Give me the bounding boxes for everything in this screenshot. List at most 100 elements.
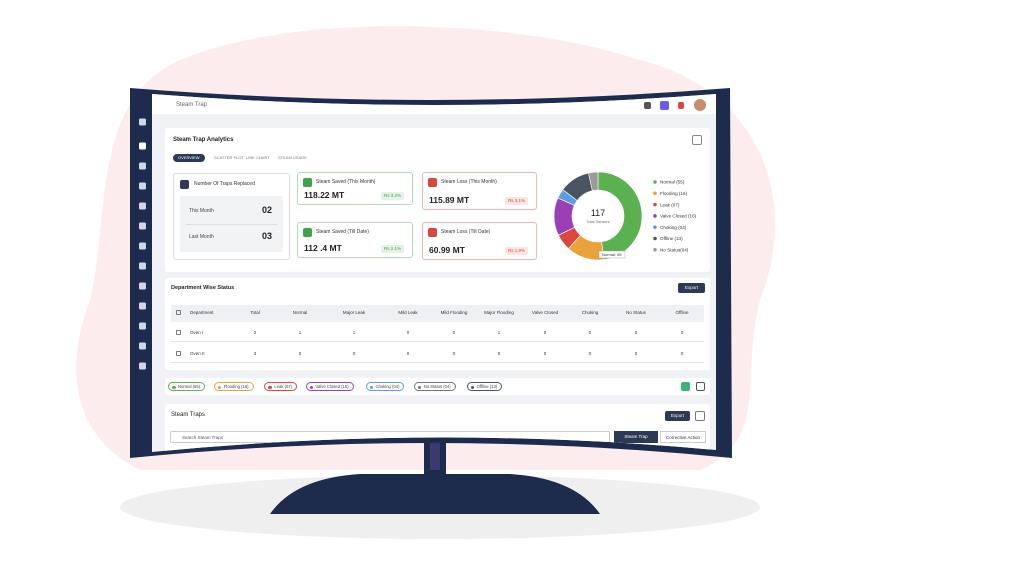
sidebar-icon[interactable] [139,242,146,250]
replaced-title: Number Of Traps Replaced [194,181,255,187]
legend-label: Choking (04) [660,225,687,230]
stat-value: 118.22 MT [304,190,345,200]
row-value: 03 [262,231,273,241]
stat-badge: Rs 3.2% [381,192,404,200]
column-header: Department [190,310,214,315]
sidebar-icon[interactable] [139,282,146,290]
filter-chip[interactable]: No Status (04) [414,382,456,391]
stat-card: Steam Loss (This Month) 115.89 MT Rs 3.1% [422,172,537,210]
legend-dot [653,180,657,184]
filter-chip[interactable]: Offline (13) [467,382,503,391]
sidebar-icon[interactable] [139,342,146,350]
table-cell: 0 [543,330,547,335]
legend-dot [653,237,657,241]
table-cell: 3 [253,351,257,356]
table-cell: 0 [406,330,410,335]
row-value: 02 [262,205,273,215]
alert-icon[interactable] [678,102,684,109]
filter-chip[interactable]: Valve Closed (16) [306,382,354,391]
history-button[interactable] [696,382,705,391]
tab[interactable]: Steam Usage [278,155,307,160]
chip-dot [268,386,272,390]
replaced-icon [180,180,189,189]
table-cell: 1 [352,330,356,335]
tooltip-box [599,251,625,258]
table-cell: 0 [352,351,356,356]
sidebar-icon[interactable] [139,322,146,330]
table-header [171,305,704,322]
legend-dot [653,225,657,229]
screen: Steam Trap Steam Trap Analytics Overview Sc… [152,90,716,455]
sidebar-icon[interactable] [139,362,146,370]
checkbox[interactable] [176,310,181,315]
refresh-button[interactable] [681,382,690,391]
filter-chip[interactable]: Flooding (16) [214,382,254,391]
stat-badge: Rs 3.1% [505,197,528,205]
export-button[interactable]: Export [665,411,690,421]
table-cell: 0 [298,351,302,356]
stat-icon [428,228,437,237]
table-cell: 0 [634,351,638,356]
tab[interactable]: Line Chart [246,155,270,160]
chip-dot [418,386,422,390]
table-cell: 0 [680,330,684,335]
table-cell: Oven I [190,330,204,335]
notification-icon[interactable] [644,102,651,109]
replaced-card: Number Of Traps Replaced This Month 02 Last… [173,173,290,260]
column-header: Total [250,310,260,315]
menu-button[interactable] [695,411,705,421]
table-cell: 1 [497,330,501,335]
chip-dot [471,386,475,390]
sidebar-icon[interactable] [139,202,146,210]
stat-badge: Rs 1.9% [505,247,528,255]
card-title: Department Wise Status [171,285,235,291]
legend-dot [653,214,657,218]
sidebar-icon[interactable] [139,142,146,150]
tab[interactable]: Scatter Plot [214,155,244,160]
legend-dot [653,248,657,252]
tab[interactable]: Overview [173,154,205,162]
filter-chip[interactable]: Choking (04) [366,382,405,391]
legend-label: Flooding (16) [660,191,688,196]
filter-chip[interactable]: Normal (55) [168,382,205,391]
checkbox[interactable] [176,330,181,335]
app-icon[interactable] [660,101,669,110]
stat-icon [303,178,312,187]
row-divider [171,362,704,363]
stand-base [270,474,600,514]
column-header: Normal [292,310,308,315]
sidebar-icon[interactable] [139,182,146,190]
stat-value: 60.99 MT [429,245,465,255]
table-cell: 0 [634,330,638,335]
table-cell: 0 [406,351,410,356]
logo[interactable] [139,118,146,126]
stat-card: Steam Saved (This Month) 118.22 MT Rs 3.2% [297,172,413,205]
checkbox[interactable] [176,351,181,356]
stat-card: Steam Saved (Till Date) 112 .4 MT Rs 2.1% [297,222,413,258]
donut-center-value: 117 [591,208,605,218]
top-bar-title: Steam Trap [176,102,208,108]
tab-steam-trap[interactable]: Steam Trap [614,431,658,443]
sidebar [139,118,146,370]
donut-center-label: Total Sensors [586,220,609,224]
table-cell: 0 [588,351,592,356]
menu-button[interactable] [692,135,702,145]
analytics-card: Steam Trap Analytics Overview Scatter Plot… [165,128,710,272]
card-title: Steam Traps [171,412,206,418]
tab-corrective-action[interactable]: Corrective Action [660,431,706,443]
column-header: Mild Flooding [440,310,468,315]
sidebar-icon[interactable] [139,162,146,170]
filter-chip[interactable]: Leak (07) [264,382,297,391]
chip-dot [218,386,222,390]
stat-title: Steam Loss (This Month) [441,179,497,185]
row-label: This Month [189,208,214,214]
sidebar-icon[interactable] [139,262,146,270]
table-cell: 1 [298,330,302,335]
donut-segment [588,172,598,191]
export-button[interactable]: Export [678,283,705,293]
sidebar-icon[interactable] [139,222,146,230]
stat-title: Steam Loss (Till Date) [441,229,491,235]
sidebar-icon[interactable] [139,302,146,310]
legend-dot [653,192,657,196]
avatar[interactable] [694,99,706,111]
